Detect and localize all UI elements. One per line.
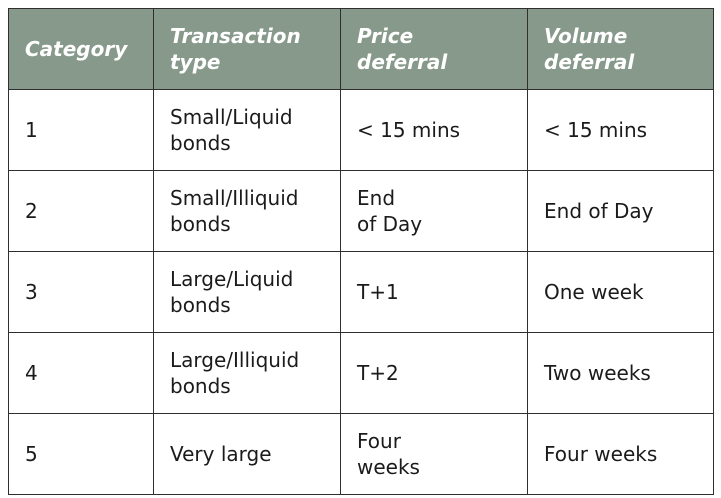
header-transaction-type: Transaction type (153, 8, 341, 90)
header-row: Category Transaction type Price deferral… (8, 8, 714, 90)
table-row: 1 Small/Liquid bonds < 15 mins < 15 mins (8, 89, 714, 171)
price-deferral-cell: T+2 (340, 332, 528, 414)
volume-deferral-cell: Two weeks (527, 332, 714, 414)
category-cell: 3 (8, 251, 154, 333)
table-row: 2 Small/Illiquid bonds End of Day End of… (8, 170, 714, 252)
header-volume-deferral: Volume deferral (527, 8, 714, 90)
table-row: 5 Very large Four weeks Four weeks (8, 413, 714, 495)
transaction-type-cell: Small/Illiquid bonds (153, 170, 341, 252)
table-row: 3 Large/Liquid bonds T+1 One week (8, 251, 714, 333)
deferral-table: Category Transaction type Price deferral… (8, 8, 714, 495)
transaction-type-cell: Large/Illiquid bonds (153, 332, 341, 414)
table-row: 4 Large/Illiquid bonds T+2 Two weeks (8, 332, 714, 414)
category-cell: 2 (8, 170, 154, 252)
price-deferral-cell: Four weeks (340, 413, 528, 495)
table-header: Category Transaction type Price deferral… (8, 8, 714, 90)
volume-deferral-cell: End of Day (527, 170, 714, 252)
price-deferral-cell: End of Day (340, 170, 528, 252)
category-cell: 5 (8, 413, 154, 495)
transaction-type-cell: Very large (153, 413, 341, 495)
price-deferral-cell: < 15 mins (340, 89, 528, 171)
table-body: 1 Small/Liquid bonds < 15 mins < 15 mins… (8, 89, 714, 495)
volume-deferral-cell: < 15 mins (527, 89, 714, 171)
category-cell: 1 (8, 89, 154, 171)
volume-deferral-cell: One week (527, 251, 714, 333)
transaction-type-cell: Large/Liquid bonds (153, 251, 341, 333)
volume-deferral-cell: Four weeks (527, 413, 714, 495)
header-price-deferral: Price deferral (340, 8, 528, 90)
category-cell: 4 (8, 332, 154, 414)
header-category: Category (8, 8, 154, 90)
transaction-type-cell: Small/Liquid bonds (153, 89, 341, 171)
price-deferral-cell: T+1 (340, 251, 528, 333)
deferral-table-container: Category Transaction type Price deferral… (8, 8, 714, 495)
